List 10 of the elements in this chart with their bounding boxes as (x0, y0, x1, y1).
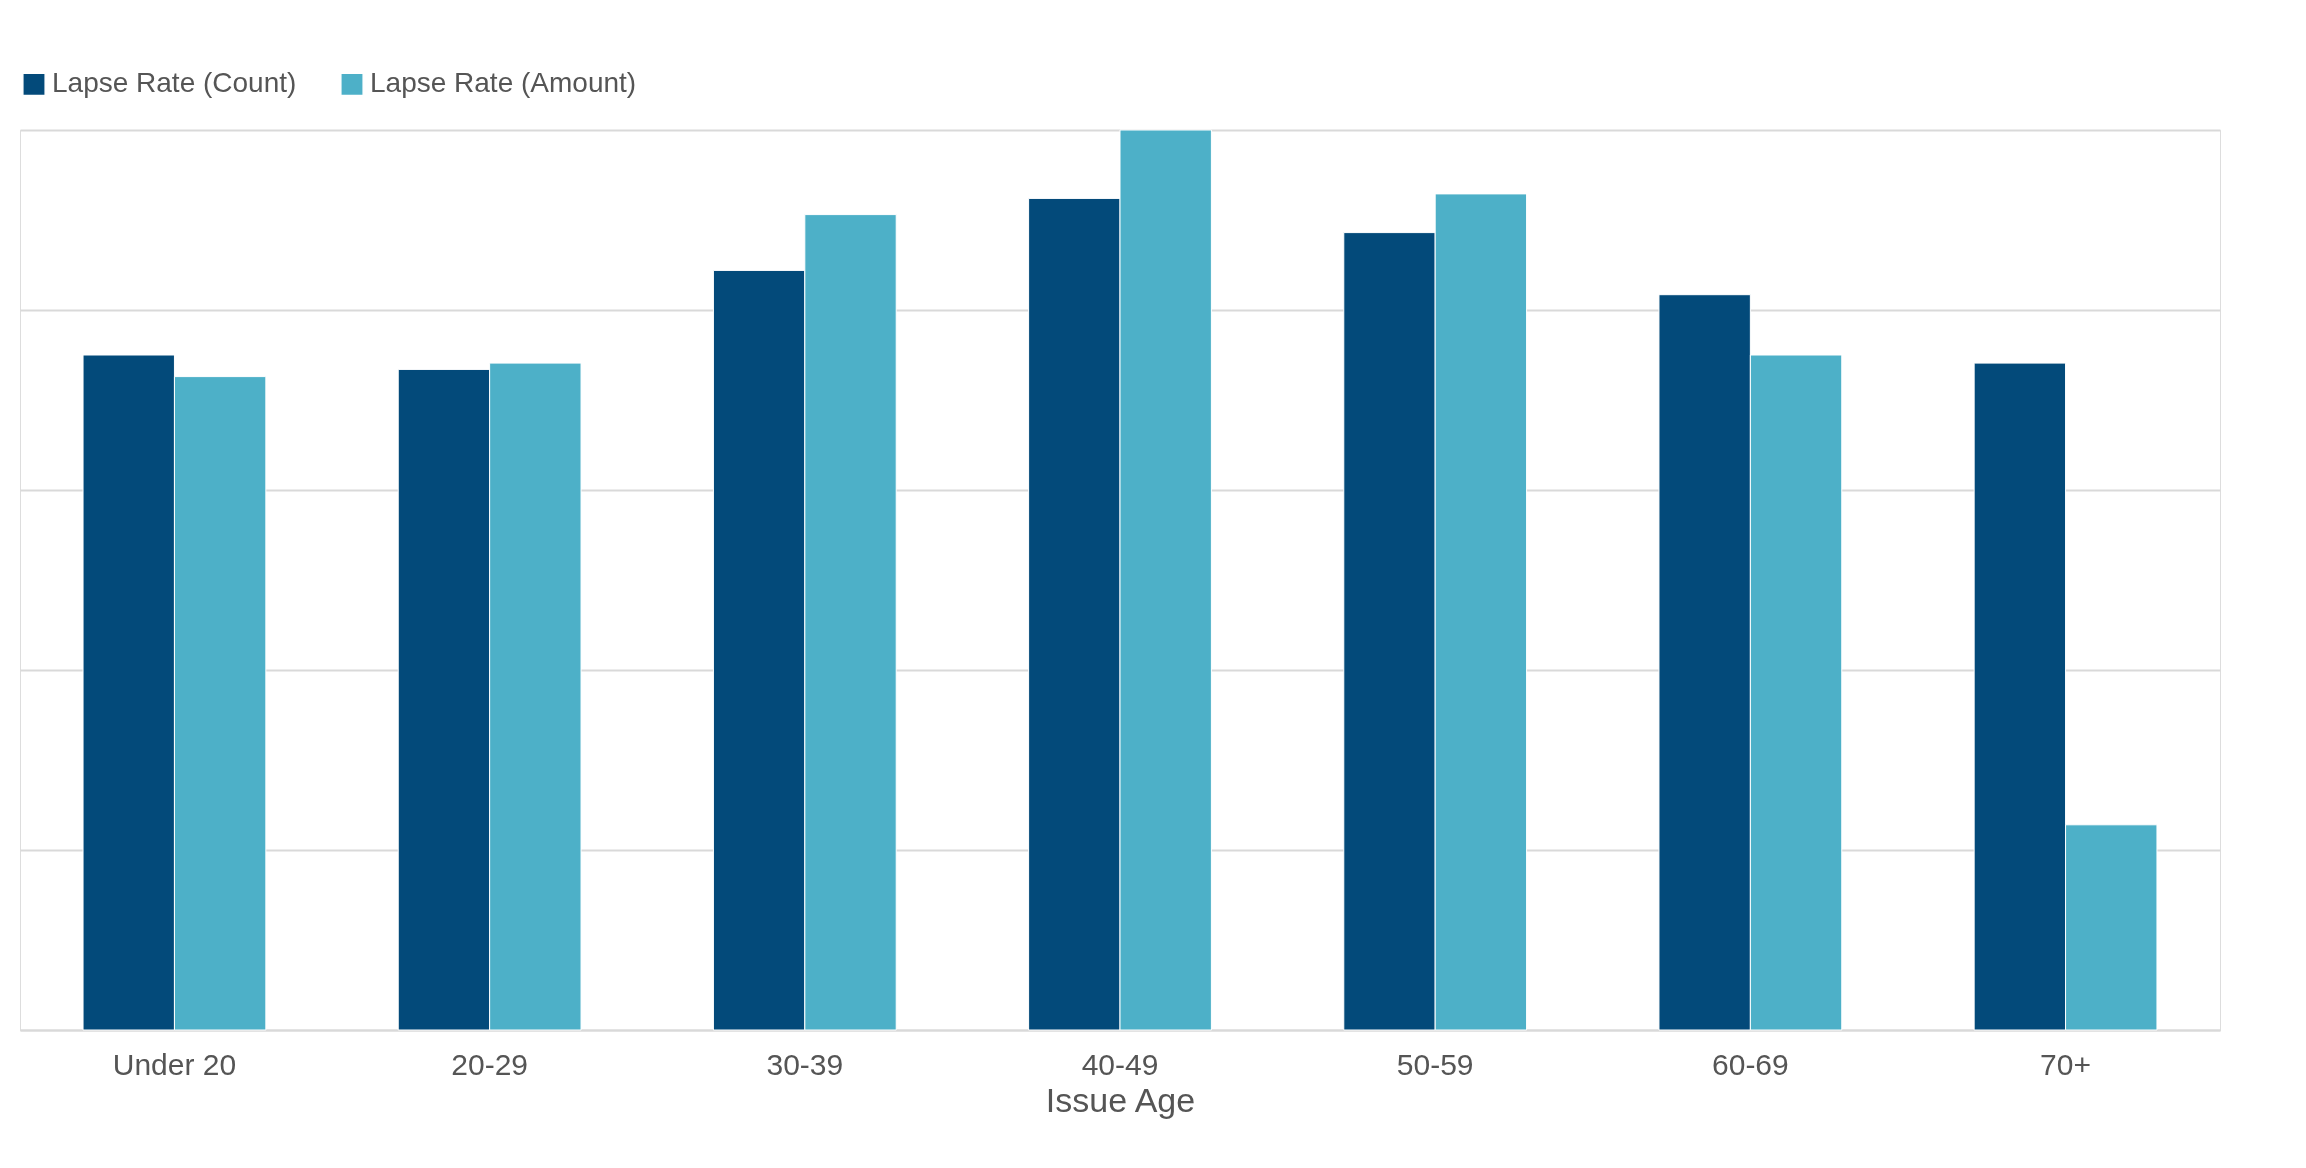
x-tick-label: Under 20 (112, 1047, 237, 1081)
x-tick-label: 40-49 (1081, 1047, 1159, 1081)
x-tick-label: 60-69 (1712, 1047, 1789, 1081)
x-tick-label: 30-39 (766, 1047, 844, 1081)
x-tick-label: 50-59 (1396, 1047, 1474, 1081)
legend-label: Lapse Rate (Amount) (370, 67, 637, 99)
legend-label: Lapse Rate (Count) (52, 67, 297, 99)
x-tick-label: 20-29 (451, 1047, 528, 1081)
x-tick-label: 70+ (2040, 1047, 2091, 1081)
x-axis-title: Issue Age (1045, 1080, 1196, 1119)
